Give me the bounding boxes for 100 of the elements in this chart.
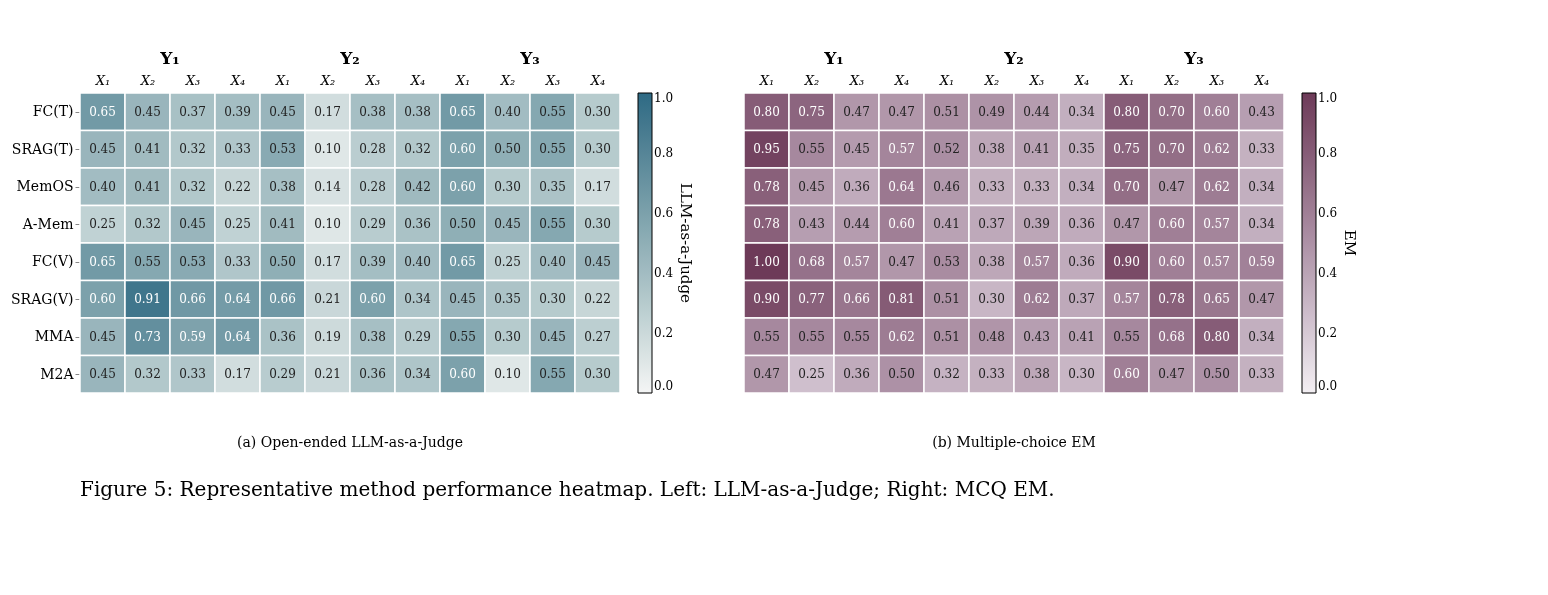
data-label: 0.66 — [269, 292, 296, 307]
data-label: 0.78 — [753, 179, 780, 194]
data-label: 0.60 — [1158, 254, 1185, 269]
data-label: 0.45 — [798, 179, 825, 194]
data-label: 0.25 — [798, 367, 825, 382]
data-label: 0.47 — [753, 367, 780, 382]
data-label: 0.41 — [134, 179, 161, 194]
data-label: 1.00 — [753, 254, 780, 269]
x-tick-label: X₂ — [319, 72, 336, 88]
x-tick-label: X₄ — [589, 72, 606, 88]
data-label: 0.38 — [359, 329, 386, 344]
data-label: 0.53 — [933, 254, 960, 269]
color-bar-label: 0.6 — [654, 206, 674, 220]
data-label: 0.30 — [539, 292, 566, 307]
data-label: 0.75 — [798, 104, 825, 119]
data-label: 0.45 — [89, 329, 116, 344]
data-label: 0.40 — [404, 254, 431, 269]
data-label: 0.51 — [933, 104, 960, 119]
x-tick-label: X₂ — [803, 72, 820, 88]
data-label: 0.64 — [224, 329, 252, 344]
data-label: 0.47 — [1248, 292, 1275, 307]
data-label: 0.65 — [449, 254, 476, 269]
data-label: 0.25 — [89, 217, 116, 232]
data-label: 0.33 — [224, 254, 251, 269]
data-label: 0.38 — [404, 104, 431, 119]
data-label: 0.34 — [404, 292, 432, 307]
data-label: 0.90 — [753, 292, 780, 307]
data-label: 0.34 — [1068, 104, 1096, 119]
y-tick-label: SRAG(V) — [11, 290, 74, 307]
y-tick-label: FC(V) — [32, 253, 74, 270]
x-tick-label: X₁ — [758, 72, 775, 88]
data-label: 0.65 — [89, 104, 116, 119]
color-bar-label: 0.8 — [1318, 146, 1338, 160]
data-label: 0.36 — [269, 329, 296, 344]
data-label: 0.53 — [269, 142, 296, 157]
data-label: 0.37 — [978, 217, 1005, 232]
data-label: 0.49 — [978, 104, 1005, 119]
x-tick-label: X₃ — [1208, 72, 1225, 88]
data-label: 0.40 — [539, 254, 566, 269]
data-label: 0.60 — [359, 292, 386, 307]
data-label: 0.38 — [978, 254, 1005, 269]
data-label: 0.22 — [224, 179, 251, 194]
data-label: 0.52 — [933, 142, 960, 157]
data-label: 0.29 — [359, 217, 386, 232]
data-label: 0.40 — [494, 104, 521, 119]
data-label: 0.45 — [89, 367, 116, 382]
data-label: 0.32 — [404, 142, 431, 157]
data-label: 0.28 — [359, 179, 386, 194]
data-label: 0.62 — [888, 329, 915, 344]
data-label: 0.34 — [404, 367, 432, 382]
data-label: 0.78 — [1158, 292, 1185, 307]
data-label: 0.73 — [134, 329, 161, 344]
y-tick-label: MMA — [34, 328, 75, 345]
data-label: 0.55 — [539, 142, 566, 157]
y-tick-label: MemOS — [16, 178, 74, 195]
data-label: 0.35 — [1068, 142, 1095, 157]
data-label: 0.36 — [1068, 254, 1095, 269]
data-label: 0.33 — [1023, 179, 1050, 194]
data-label: 0.55 — [539, 217, 566, 232]
data-label: 0.39 — [1023, 217, 1050, 232]
data-label: 0.32 — [933, 367, 960, 382]
data-label: 0.50 — [1203, 367, 1230, 382]
data-label: 0.38 — [359, 104, 386, 119]
data-label: 0.62 — [1203, 179, 1230, 194]
data-label: 0.55 — [753, 329, 780, 344]
color-bar-label: 1.0 — [654, 91, 674, 105]
data-label: 0.38 — [269, 179, 296, 194]
data-label: 0.45 — [843, 142, 870, 157]
data-label: 0.17 — [314, 254, 341, 269]
data-label: 0.60 — [449, 142, 476, 157]
color-bar-label: 0.4 — [654, 266, 674, 280]
data-label: 0.45 — [449, 292, 476, 307]
data-label: 0.68 — [798, 254, 825, 269]
x-tick-label: X₃ — [544, 72, 561, 88]
data-label: 0.28 — [359, 142, 386, 157]
y-tick-label: SRAG(T) — [11, 140, 74, 157]
data-label: 0.80 — [753, 104, 780, 119]
data-label: 0.30 — [1068, 367, 1095, 382]
data-label: 0.65 — [89, 254, 116, 269]
data-label: 0.32 — [134, 367, 161, 382]
data-label: 0.33 — [978, 367, 1005, 382]
data-label: 0.55 — [539, 367, 566, 382]
data-label: 0.36 — [1068, 217, 1095, 232]
data-label: 0.47 — [888, 254, 915, 269]
data-label: 0.47 — [843, 104, 870, 119]
data-label: 0.22 — [584, 292, 611, 307]
data-label: 0.57 — [1203, 217, 1230, 232]
data-label: 0.45 — [539, 329, 566, 344]
data-label: 0.45 — [269, 104, 296, 119]
x-tick-label: X₃ — [1028, 72, 1045, 88]
data-label: 0.30 — [494, 329, 521, 344]
data-label: 0.36 — [404, 217, 431, 232]
data-label: 0.64 — [888, 179, 916, 194]
data-label: 0.45 — [584, 254, 611, 269]
color-bar-label: 0.6 — [1318, 206, 1338, 220]
data-label: 0.66 — [179, 292, 206, 307]
data-label: 0.57 — [888, 142, 915, 157]
data-label: 0.30 — [584, 104, 611, 119]
data-label: 0.30 — [978, 292, 1005, 307]
color-bar-title: LLM-as-a-Judge — [677, 183, 695, 304]
